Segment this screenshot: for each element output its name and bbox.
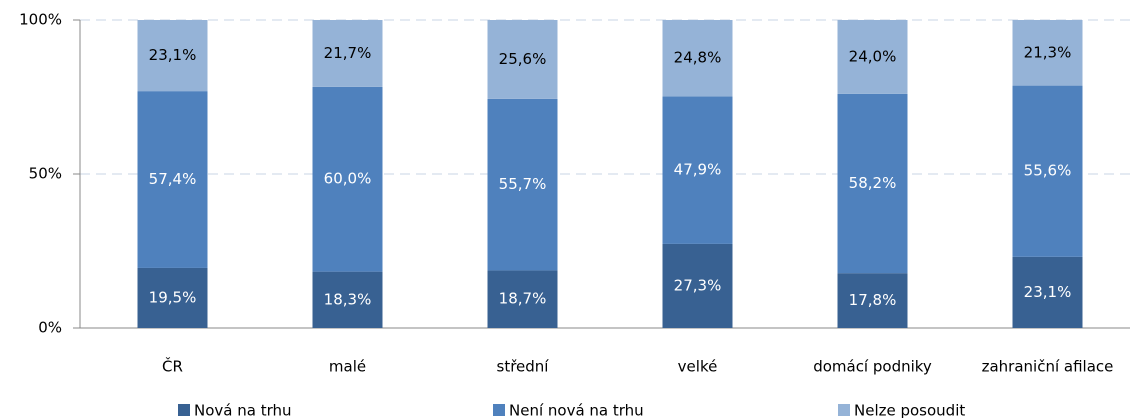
- legend-swatch: [838, 404, 850, 416]
- x-tick-label: střední: [497, 358, 550, 376]
- bar-segment: [1012, 85, 1083, 257]
- data-label: 57,4%: [149, 170, 197, 188]
- x-tick-label: ČR: [162, 357, 183, 376]
- legend-swatch: [178, 404, 190, 416]
- legend-label: Nelze posoudit: [854, 402, 965, 418]
- data-label: 25,6%: [499, 50, 547, 68]
- bar-segment: [837, 93, 908, 274]
- bar-segment: [137, 20, 208, 92]
- bar-segment: [312, 20, 383, 87]
- data-label: 21,7%: [324, 44, 372, 62]
- data-label: 60,0%: [324, 170, 372, 188]
- bar-segment: [662, 243, 733, 328]
- data-label: 58,2%: [849, 174, 897, 192]
- bar-segment: [1012, 256, 1083, 328]
- y-tick-label: 0%: [38, 319, 62, 337]
- bar-segment: [487, 98, 558, 271]
- bar-segment: [837, 273, 908, 328]
- bar-segment: [487, 20, 558, 99]
- y-tick-label: 50%: [29, 165, 62, 183]
- legend-swatch: [493, 404, 505, 416]
- data-label: 21,3%: [1024, 43, 1072, 61]
- legend-label: Není nová na trhu: [509, 402, 644, 418]
- bar-segment: [137, 267, 208, 328]
- data-label: 47,9%: [674, 161, 722, 179]
- data-label: 24,8%: [674, 49, 722, 67]
- x-tick-label: zahraniční afilace: [982, 358, 1114, 376]
- data-label: 23,1%: [149, 46, 197, 64]
- x-tick-label: velké: [678, 358, 718, 376]
- data-label: 27,3%: [674, 276, 722, 294]
- bar-segment: [312, 86, 383, 272]
- bar-segment: [487, 270, 558, 328]
- bar-segment: [312, 271, 383, 328]
- data-label: 23,1%: [1024, 283, 1072, 301]
- data-label: 55,6%: [1024, 162, 1072, 180]
- data-label: 18,7%: [499, 290, 547, 308]
- bar-segment: [1012, 20, 1083, 86]
- data-label: 55,7%: [499, 175, 547, 193]
- data-label: 18,3%: [324, 290, 372, 308]
- legend-label: Nová na trhu: [194, 402, 292, 418]
- data-label: 19,5%: [149, 288, 197, 306]
- x-tick-label: domácí podniky: [813, 358, 932, 376]
- y-tick-label: 100%: [19, 11, 62, 29]
- data-label: 17,8%: [849, 291, 897, 309]
- bar-segment: [662, 20, 733, 97]
- bar-segment: [837, 20, 908, 94]
- x-tick-label: malé: [329, 358, 366, 376]
- bar-segment: [662, 96, 733, 244]
- data-label: 24,0%: [849, 47, 897, 65]
- bar-segment: [137, 91, 208, 268]
